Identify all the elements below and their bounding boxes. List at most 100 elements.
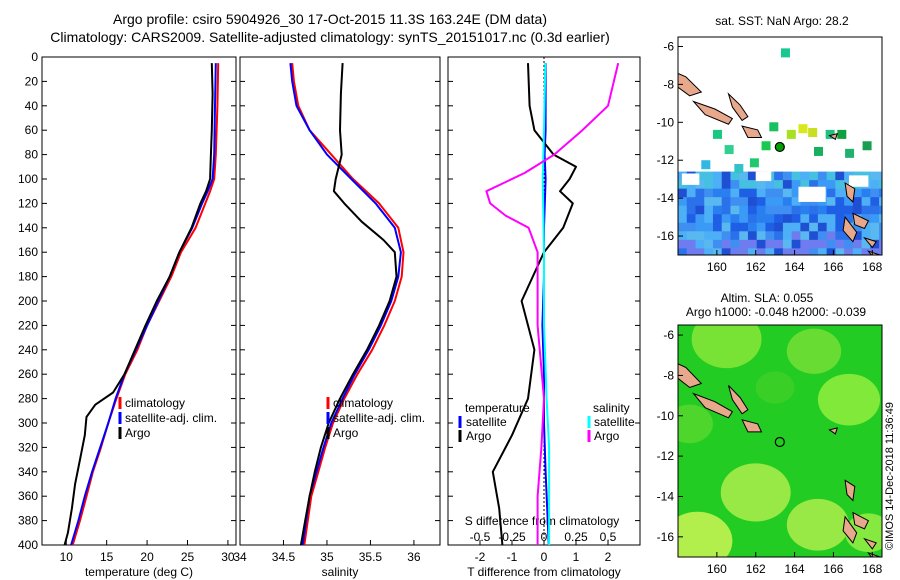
temperature-series-satellite-adj-clim-: [70, 63, 217, 546]
sst-cell-north: [749, 158, 759, 168]
sst-cell: [870, 205, 880, 215]
island: [867, 552, 882, 557]
sla-anomaly-patch: [691, 325, 762, 369]
sst-cell: [782, 171, 793, 181]
sst-cell: [782, 248, 793, 255]
s-diff-tick-label: 0.5: [600, 530, 617, 544]
sst-cell: [809, 205, 819, 215]
sst-cell: [704, 214, 714, 224]
sst-cell: [730, 239, 740, 249]
sst-cell: [782, 239, 793, 249]
sst-cell: [835, 171, 845, 181]
sst-cell: [739, 239, 749, 249]
island: [828, 427, 839, 435]
map-x-tick-label: 164: [785, 562, 805, 576]
sst-cell: [765, 197, 775, 207]
sst-cell: [791, 231, 801, 241]
map-y-tick-label: -12: [657, 153, 675, 167]
salinity-x-tick-label: 34: [233, 550, 247, 564]
sst-cell: [791, 197, 801, 207]
sst-cell: [712, 205, 723, 215]
sst-cell: [704, 222, 714, 232]
sla-anomaly-patch: [786, 328, 842, 374]
sst-cell-north: [798, 124, 808, 134]
sst-cell: [791, 205, 801, 215]
island: [741, 125, 763, 138]
sst-cell: [756, 239, 767, 249]
sst-cell: [774, 222, 784, 232]
sst-cell: [747, 171, 758, 181]
sst-cell: [870, 222, 880, 232]
sst-cell: [879, 239, 882, 249]
differences-series-salinity-satellite: [541, 63, 551, 545]
temperature-x-tick-label: 15: [100, 550, 114, 564]
sst-cell: [774, 180, 784, 190]
y-tick-label: 0: [31, 50, 38, 64]
sst-cell: [695, 197, 705, 207]
sst-cell-north: [862, 141, 872, 151]
sst-cell: [817, 214, 828, 224]
sst-cell: [747, 180, 758, 190]
sst-cell: [852, 239, 863, 249]
sst-cell: [826, 222, 836, 232]
sst-cell: [852, 197, 863, 207]
sst-cell: [826, 205, 836, 215]
sst-cell: [835, 205, 845, 215]
sst-cell: [870, 248, 880, 255]
s-diff-tick-label: 0.25: [564, 530, 588, 544]
sst-cell: [879, 231, 882, 241]
map-y-tick-label: -16: [657, 530, 675, 544]
sst-cell: [809, 171, 819, 181]
sla_map-frame: [677, 324, 883, 558]
island: [678, 363, 703, 389]
sst-cell: [826, 180, 836, 190]
sst-cell: [686, 231, 697, 241]
sst-cell: [686, 214, 697, 224]
sst-cell: [678, 248, 688, 255]
sst-cell: [870, 239, 880, 249]
sst-cell: [844, 257, 853, 266]
sst-cell: [678, 222, 688, 232]
sst-cell: [800, 214, 810, 224]
sst-cell: [712, 171, 723, 181]
sst-cell: [730, 188, 740, 198]
sst-map-title: sat. SST: NaN Argo: 28.2: [715, 14, 849, 28]
sst-cell: [809, 239, 819, 249]
map-y-tick-label: -8: [663, 77, 674, 91]
sst-cell: [817, 222, 828, 232]
salinity-x-tick-label: 35: [320, 550, 334, 564]
sst-cell: [870, 197, 880, 207]
salinity-x-tick-label: 36: [407, 550, 421, 564]
sst-cell: [879, 222, 882, 232]
island: [842, 215, 858, 243]
sst-cell: [747, 239, 758, 249]
y-tick-label: 400: [18, 538, 38, 552]
sla-map-title-line1: Altim. SLA: 0.055: [721, 291, 814, 305]
sst-cell: [678, 205, 688, 215]
sst-cell: [747, 248, 758, 255]
sst-cell: [695, 248, 705, 255]
sst-cell: [704, 205, 714, 215]
island: [691, 392, 734, 419]
sst-cell: [835, 231, 845, 241]
sla_map-plot-area: [678, 325, 882, 557]
island: [678, 72, 703, 97]
legend-entry: satellite-adj. clim.: [333, 411, 425, 425]
sst-cell: [712, 239, 723, 249]
sst-cell: [791, 188, 801, 198]
sst-cell: [800, 239, 810, 249]
sst-cell: [747, 231, 758, 241]
sst-cell: [835, 214, 845, 224]
sst-cell: [782, 197, 793, 207]
sst-cell: [747, 197, 758, 207]
sst-cell: [870, 188, 880, 198]
sst-cell: [730, 231, 740, 241]
salinity-x-tick-label: 34.5: [272, 550, 296, 564]
sst-cell: [817, 231, 828, 241]
y-tick-label: 100: [18, 172, 38, 186]
sst-cell: [800, 248, 810, 255]
sst-cell: [774, 257, 783, 266]
sst-cell: [809, 214, 819, 224]
temperature-x-tick-label: 20: [140, 550, 154, 564]
sst-cell: [695, 239, 705, 249]
